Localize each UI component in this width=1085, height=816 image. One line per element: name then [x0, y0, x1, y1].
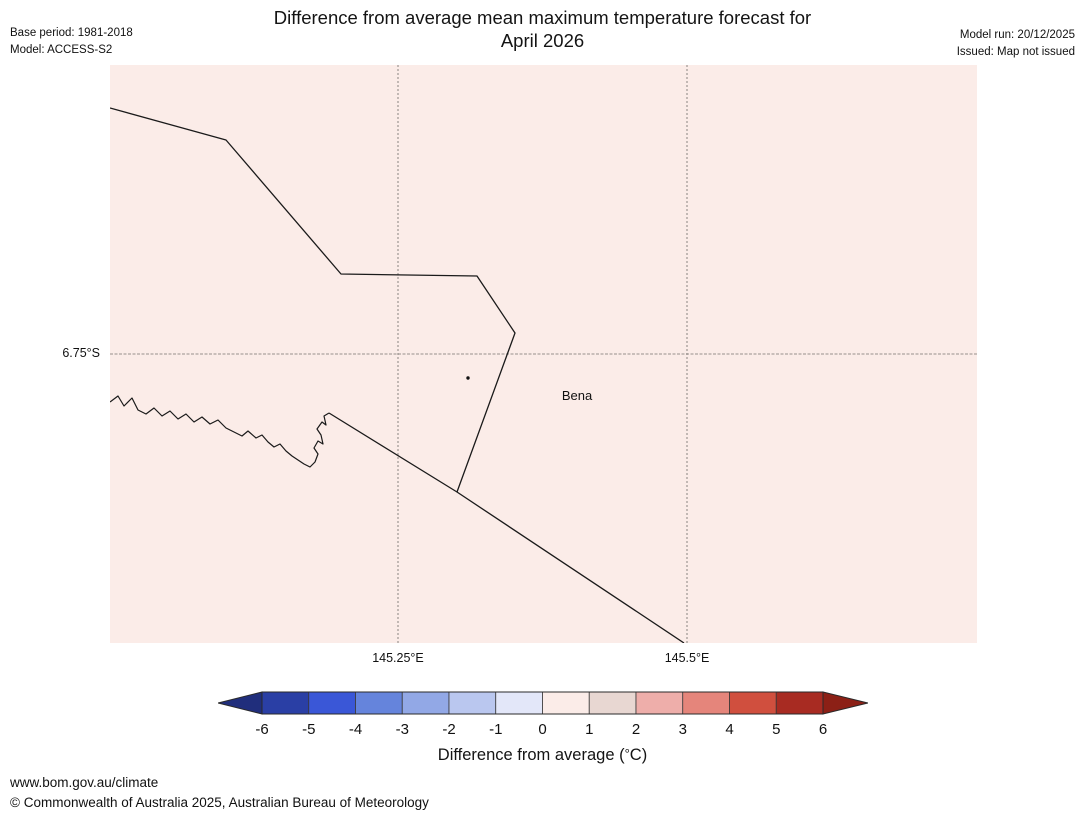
longitude-tick-label-2: 145.5°E: [664, 651, 710, 665]
colorbar-tick: -1: [489, 721, 503, 738]
colorbar-tick: 5: [772, 721, 781, 738]
colorbar-segment: [308, 691, 356, 715]
colorbar-segment: [729, 691, 777, 715]
colorbar-segment: [542, 691, 590, 715]
colorbar-segment: [588, 691, 637, 715]
diagonal-boundary-line: [328, 412, 685, 643]
base-period-text: Base period: 1981-2018: [10, 27, 133, 39]
colorbar-tick: 1: [585, 721, 594, 738]
river-boundary-line: [110, 395, 330, 468]
issued-text: Issued: Map not issued: [956, 45, 1075, 58]
colorbar-right-arrow: [822, 691, 869, 715]
colorbar-tick: 2: [631, 721, 641, 738]
run-metadata: Model run: 20/12/2025 Issued: Map not is…: [957, 27, 1075, 60]
model-name-text: Model: ACCESS-S2: [10, 43, 113, 56]
map-layers: [110, 65, 977, 643]
colorbar-tick: -4: [348, 721, 363, 738]
colorbar-tick: 6: [818, 721, 828, 738]
colorbar-segment: [635, 691, 684, 715]
town-label: Bena: [561, 388, 593, 403]
colorbar-tick: -2: [442, 721, 456, 738]
colorbar-tick: 4: [725, 721, 734, 738]
colorbar-tick: 3: [678, 721, 687, 738]
district-boundary-line: [110, 107, 516, 493]
model-run-text: Model run: 20/12/2025: [959, 29, 1075, 41]
title-line-1: Difference from average mean maximum tem…: [273, 7, 812, 28]
longitude-tick-label-1: 145.25°E: [372, 651, 424, 665]
colorbar-tick: -3: [395, 721, 409, 738]
colorbar-svg: [217, 691, 869, 715]
footer-url: www.bom.gov.au/climate: [10, 775, 159, 790]
colorbar-segment: [355, 691, 403, 715]
colorbar-segment: [448, 691, 497, 715]
model-metadata: Base period: 1981-2018 Model: ACCESS-S2: [10, 25, 133, 58]
forecast-map: Bena: [110, 65, 977, 643]
degree-symbol: °: [624, 746, 630, 761]
colorbar-segment: [775, 691, 824, 715]
colorbar-label-prefix: Difference from average (: [437, 746, 625, 764]
footer-copyright: © Commonwealth of Australia 2025, Austra…: [10, 794, 429, 810]
colorbar-left-arrow: [217, 691, 263, 715]
latitude-tick-label: 6.75°S: [62, 346, 100, 360]
colorbar-segment: [401, 691, 450, 715]
title-line-2: April 2026: [500, 30, 585, 51]
town-marker-dot: [466, 376, 470, 380]
colorbar-segment: [495, 691, 543, 715]
colorbar-ticks: -6 -5 -4 -3 -2 -1 0 1 2 3 4 5 6: [0, 721, 1085, 741]
colorbar-outline: [261, 691, 824, 715]
footer: www.bom.gov.au/climate © Commonwealth of…: [10, 773, 429, 812]
colorbar-tick: -5: [302, 721, 316, 738]
colorbar: [217, 691, 869, 716]
colorbar-label-suffix: C): [629, 746, 648, 764]
colorbar-segment: [682, 691, 730, 715]
colorbar-label: Difference from average (°C): [0, 746, 1085, 765]
page-title: Difference from average mean maximum tem…: [0, 6, 1085, 52]
colorbar-tick: 0: [538, 721, 547, 738]
colorbar-segment: [261, 691, 310, 715]
colorbar-tick: -6: [255, 721, 269, 738]
